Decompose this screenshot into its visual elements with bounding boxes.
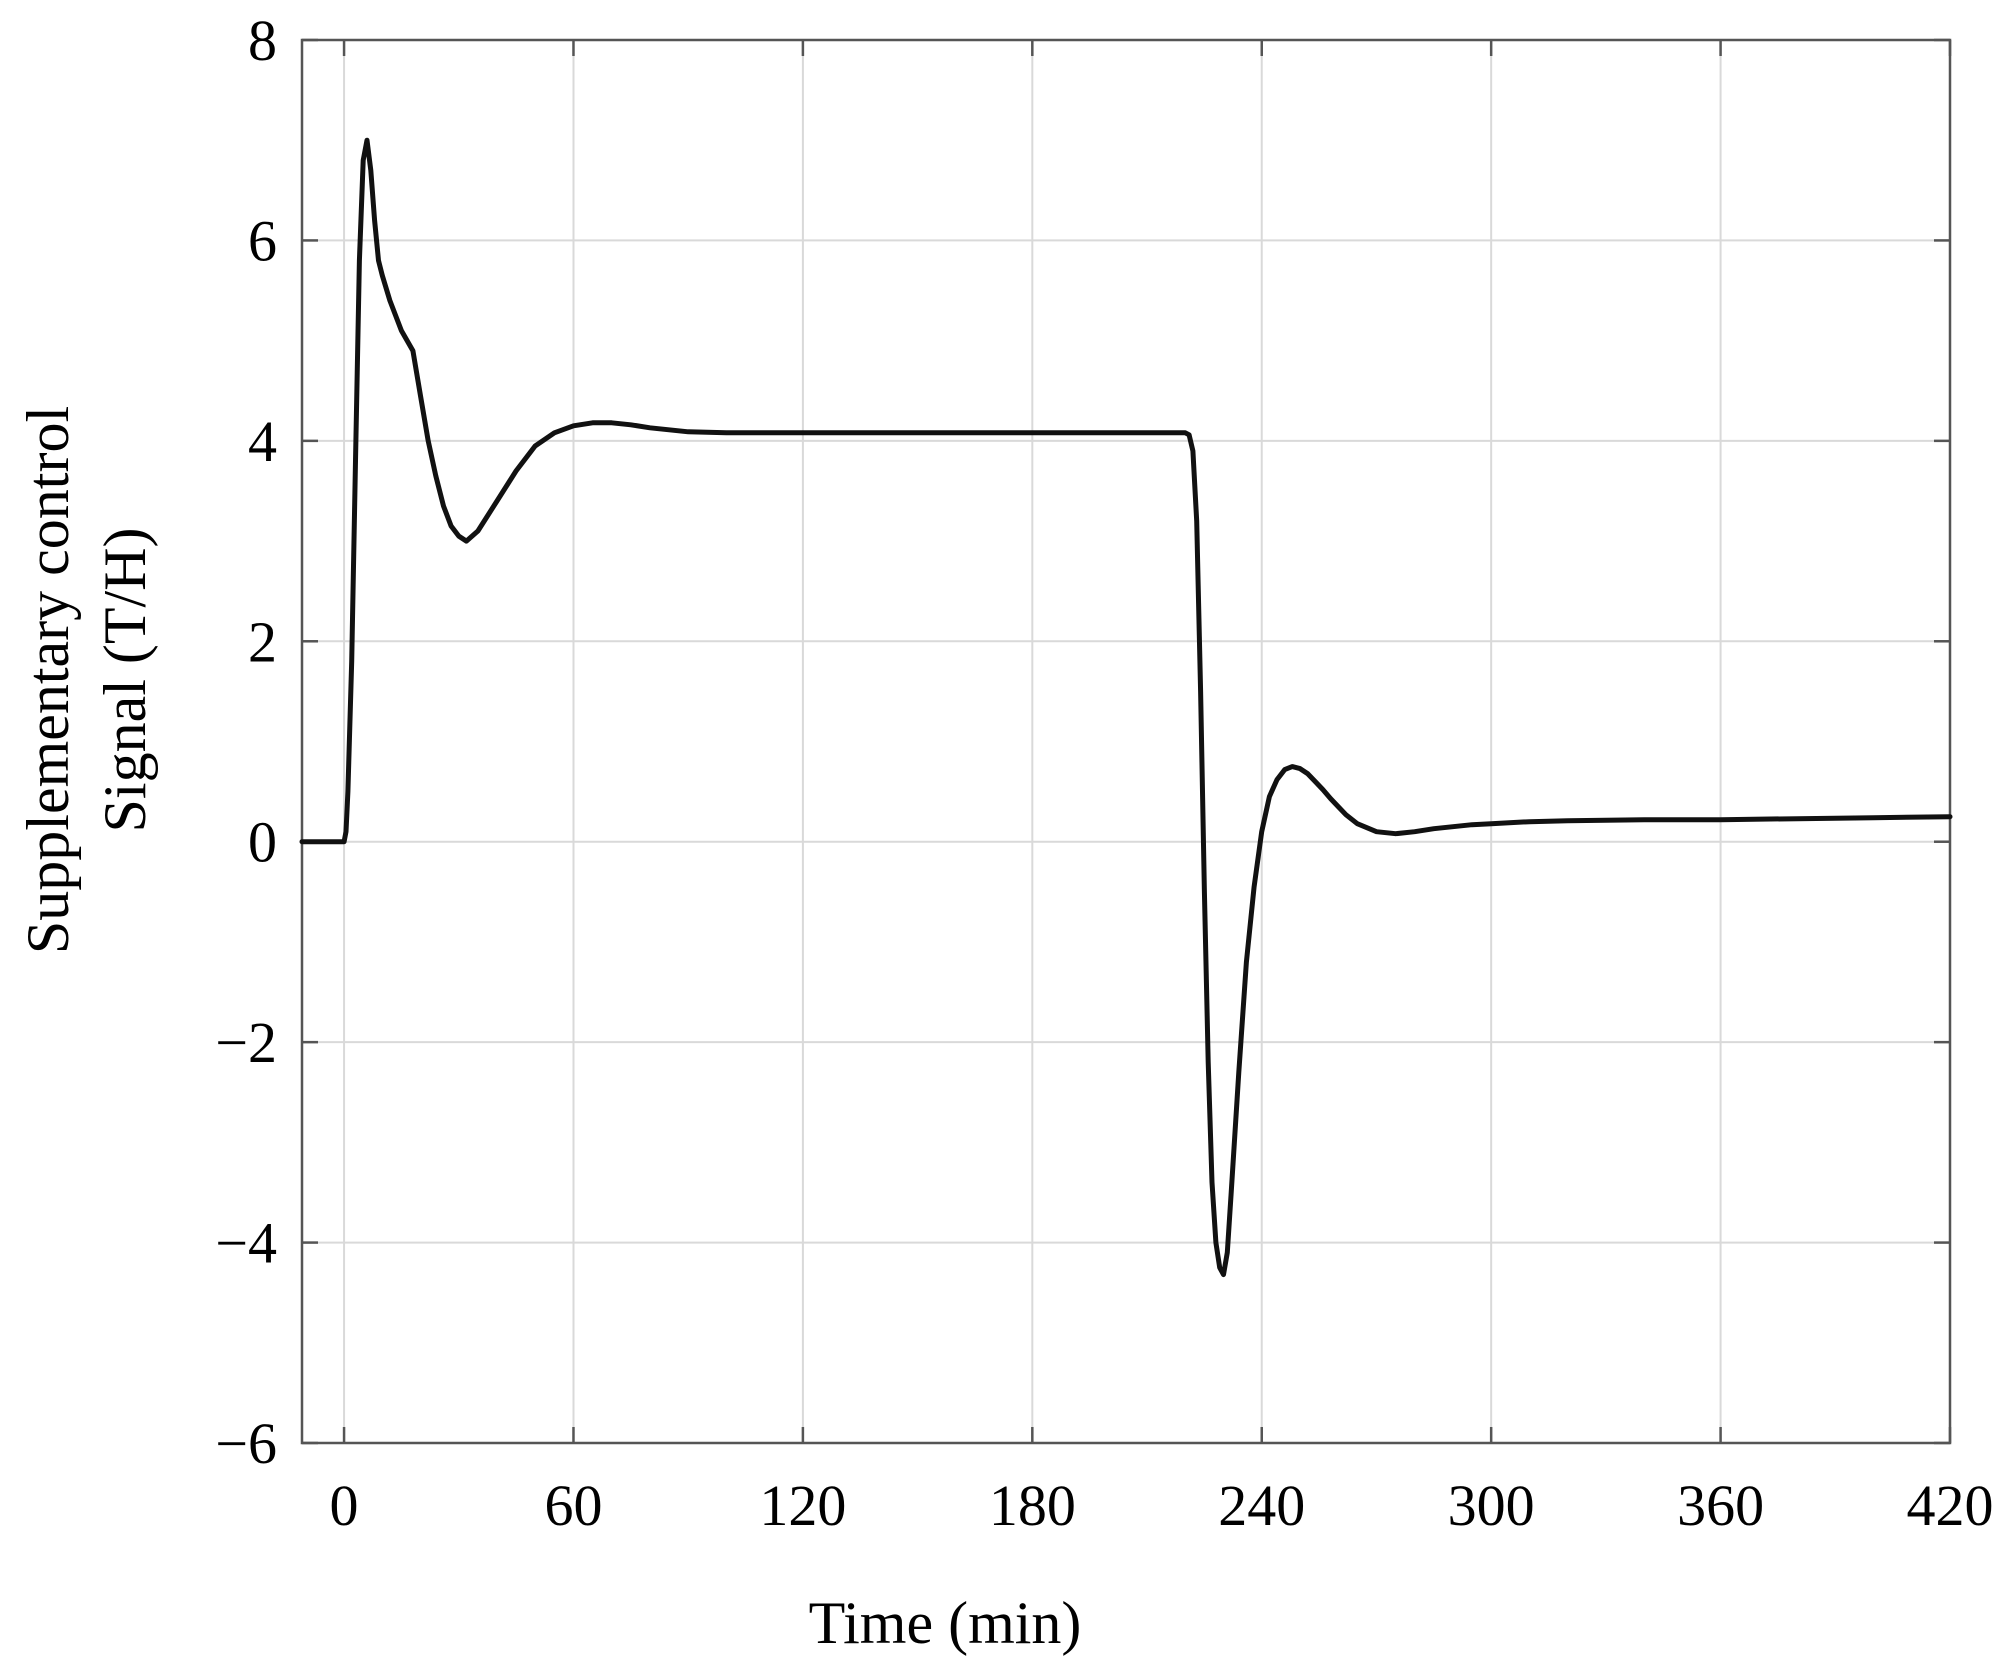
y-tick-label: 4: [248, 409, 277, 474]
x-tick-label: 0: [330, 1473, 359, 1538]
x-tick-label: 360: [1677, 1473, 1764, 1538]
x-tick-label: 60: [544, 1473, 602, 1538]
x-tick-label: 240: [1218, 1473, 1305, 1538]
x-tick-label: 120: [759, 1473, 846, 1538]
x-tick-label: 180: [989, 1473, 1076, 1538]
x-tick-labels: 0 60 120 180 240 300 360 420: [330, 1473, 1994, 1538]
plot-frame: [300, 38, 1952, 1445]
y-tick-label: −2: [215, 1010, 277, 1075]
y-tick-label: 8: [248, 8, 277, 73]
y-tick-label: −6: [215, 1411, 277, 1476]
y-tick-label: 6: [248, 208, 277, 273]
x-tick-label: 420: [1907, 1473, 1994, 1538]
x-axis-label: Time (min): [809, 1590, 1082, 1656]
y-axis-label-line-2: Signal (T/H): [92, 528, 158, 833]
x-tick-label: 300: [1448, 1473, 1535, 1538]
grid: [302, 39, 1951, 1444]
tick-marks: [302, 38, 1952, 1445]
y-tick-label: −4: [215, 1211, 277, 1276]
y-tick-labels: 8 6 4 2 0 −2 −4 −6: [215, 8, 277, 1476]
y-tick-label: 2: [248, 609, 277, 674]
y-axis-label-line-1: Supplementary control: [15, 406, 81, 954]
y-tick-label: 0: [248, 810, 277, 875]
series-line: [299, 137, 1953, 1278]
